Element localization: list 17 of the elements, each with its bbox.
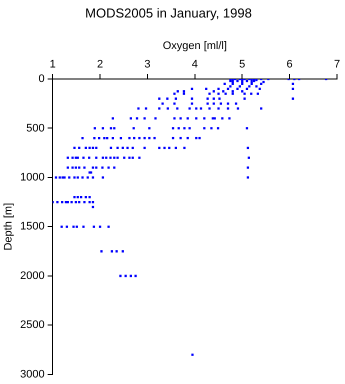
x-tick-label: 6 <box>286 58 293 70</box>
x-tick-label: 5 <box>239 58 246 70</box>
y-tick-label: 500 <box>26 122 45 134</box>
x-tick-label: 1 <box>50 58 56 70</box>
y-axis-title: Depth [m] <box>2 202 15 251</box>
y-tick-label: 3000 <box>20 368 45 380</box>
y-tick-label: 0 <box>38 73 45 86</box>
y-tick-label: 2500 <box>20 319 45 332</box>
x-tick-label: 7 <box>334 58 340 70</box>
x-axis-title: Oxygen [ml/l] <box>162 40 227 52</box>
y-tick-label: 1500 <box>20 220 45 233</box>
y-tick-label: 2000 <box>20 270 45 282</box>
x-tick-label: 2 <box>96 58 104 70</box>
y-tick-label: 1000 <box>20 172 45 184</box>
chart-title: MODS2005 in January, 1998 <box>85 5 252 20</box>
x-tick-label: 3 <box>144 58 151 70</box>
x-tick-label: 4 <box>192 58 198 70</box>
